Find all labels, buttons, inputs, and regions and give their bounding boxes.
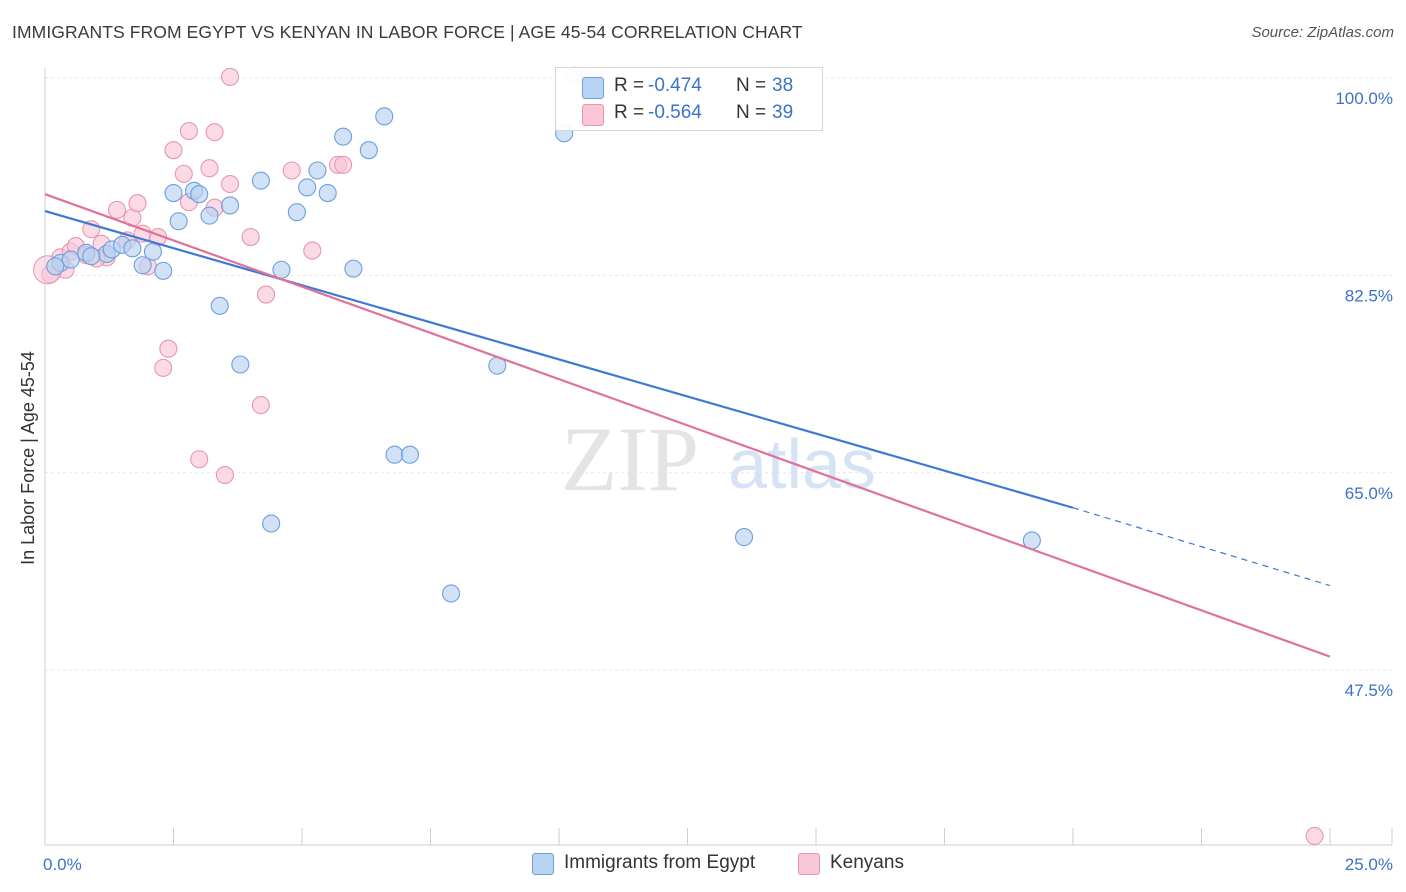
legend-swatch-kenyans (582, 104, 604, 126)
tick-labels: 100.0% 82.5% 65.0% 47.5% 0.0% 25.0% (43, 89, 1393, 874)
egypt-point (154, 261, 173, 280)
egypt-point (123, 239, 142, 258)
egypt-point (46, 257, 65, 276)
egypt-point (190, 185, 209, 204)
kenyans-point (241, 227, 260, 247)
y-tick-label: 65.0% (1345, 484, 1393, 503)
kenyans-point (154, 358, 173, 377)
egypt-point (442, 584, 461, 603)
egypt-points (46, 107, 1041, 603)
kenyans-point (220, 67, 240, 86)
egypt-point (344, 259, 363, 278)
grid-lines (45, 77, 1392, 671)
legend-n-label: N = (736, 102, 767, 123)
egypt-trend-extension (1072, 507, 1331, 587)
egypt-trend-line (44, 210, 1074, 509)
egypt-point (375, 107, 394, 126)
egypt-point (385, 445, 404, 464)
egypt-point (272, 260, 291, 279)
kenyans-point (200, 159, 219, 178)
kenyans-trend-line (44, 193, 1331, 658)
egypt-point (220, 196, 240, 215)
legend-box: R = -0.474 N = 38 R = -0.564 N = 39 (555, 67, 823, 131)
legend-r-label: R = (614, 75, 645, 96)
kenyans-point (1305, 826, 1324, 846)
egypt-point (143, 242, 162, 261)
y-tick-label: 82.5% (1345, 286, 1393, 305)
legend-swatch-egypt (582, 77, 604, 99)
kenyans-point (282, 161, 301, 180)
kenyans-point (256, 285, 276, 304)
chart-title: IMMIGRANTS FROM EGYPT VS KENYAN IN LABOR… (12, 22, 803, 42)
kenyans-point (190, 450, 209, 469)
kenyans-point (334, 155, 353, 174)
legend-r-label: R = (614, 102, 645, 123)
egypt-point (287, 203, 306, 222)
x-tick-label: 25.0% (1345, 855, 1393, 874)
kenyans-point (205, 123, 224, 142)
egypt-point (318, 184, 337, 203)
kenyans-point (251, 396, 270, 415)
egypt-point (251, 171, 270, 190)
kenyans-point (303, 241, 322, 260)
bottom-legend-label-egypt: Immigrants from Egypt (564, 852, 756, 873)
legend-r-value: -0.474 (648, 75, 702, 96)
kenyans-point (215, 465, 234, 485)
legend-n-label: N = (736, 75, 767, 96)
trend-lines (44, 193, 1331, 658)
egypt-point (164, 184, 183, 203)
legend-n-value: 38 (772, 75, 794, 96)
egypt-point (308, 161, 327, 180)
y-tick-label: 47.5% (1345, 681, 1393, 700)
source-label: Source: ZipAtlas.com (1251, 24, 1394, 41)
kenyans-point (174, 164, 193, 183)
egypt-point (334, 127, 353, 146)
y-tick-label: 100.0% (1335, 89, 1393, 108)
egypt-point (231, 355, 250, 374)
legend-n-value: 39 (772, 102, 794, 123)
kenyans-point (128, 194, 147, 213)
egypt-point (734, 528, 754, 547)
kenyans-point (220, 174, 240, 194)
egypt-point (61, 250, 80, 269)
egypt-point (262, 514, 281, 533)
egypt-point (298, 178, 317, 197)
egypt-point (400, 445, 419, 464)
egypt-point (82, 247, 101, 266)
axes (44, 68, 1393, 846)
egypt-point (359, 141, 378, 160)
legend-r-value: -0.564 (648, 102, 702, 123)
egypt-point (200, 206, 219, 225)
bottom-legend-swatch-kenyans (798, 853, 820, 875)
x-tick-label: 0.0% (43, 855, 82, 874)
egypt-point (169, 212, 188, 231)
bottom-legend-swatch-egypt (532, 853, 554, 875)
egypt-point (210, 296, 229, 315)
bottom-legend-label-kenyans: Kenyans (830, 852, 904, 873)
kenyans-points (33, 66, 1324, 846)
watermark-atlas: atlas (728, 425, 876, 503)
kenyans-point (179, 121, 198, 141)
egypt-point (133, 256, 152, 275)
kenyans-point (164, 141, 183, 160)
watermark-zip: ZIP (561, 408, 699, 510)
kenyans-point (159, 339, 178, 358)
kenyans-point (107, 200, 127, 220)
y-axis-label: In Labor Force | Age 45-54 (18, 351, 38, 565)
